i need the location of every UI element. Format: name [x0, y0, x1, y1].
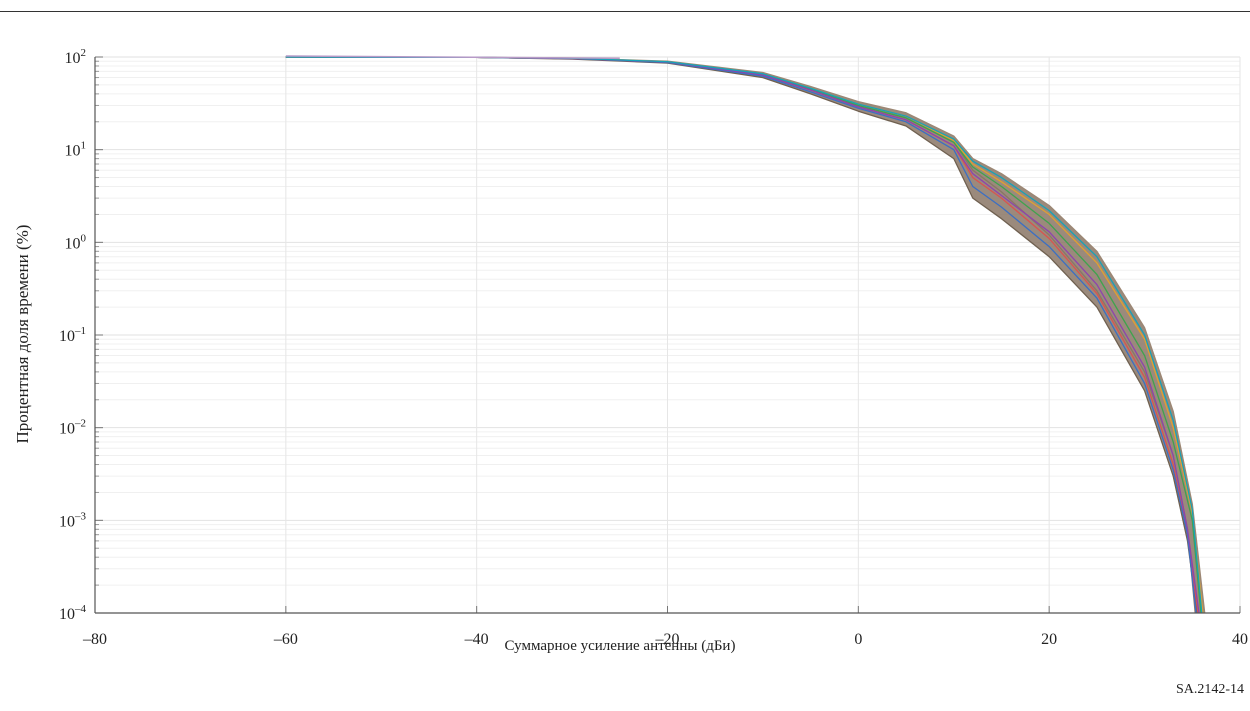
x-tick-label: –20: [655, 631, 680, 648]
y-tick-label: 100: [65, 232, 87, 252]
y-tick-label: 10–1: [59, 325, 86, 345]
grid: [94, 56, 1241, 614]
x-tick-label: 20: [1041, 631, 1057, 648]
y-tick-label: 102: [65, 47, 87, 67]
x-tick-label: –40: [464, 631, 489, 648]
top-rule: [0, 11, 1250, 12]
y-tick-label: 10–3: [59, 510, 87, 530]
document-code: SA.2142-14: [1175, 682, 1244, 697]
y-tick-label: 10–2: [59, 418, 86, 438]
x-axis-label: Суммарное усиление антенны (дБи): [505, 638, 736, 654]
series-top-edge: [285, 55, 620, 59]
x-tick-label: 0: [854, 631, 862, 648]
x-tick-label: –60: [273, 631, 298, 648]
y-axis-label: Процентная доля времени (%): [13, 225, 32, 444]
series-lines: [285, 55, 1206, 614]
y-tick-label: 101: [65, 140, 87, 160]
y-tick-label: 10–4: [59, 603, 87, 623]
series-band: [285, 57, 1205, 613]
x-tick-label: 40: [1232, 631, 1248, 648]
axes: [94, 56, 1241, 614]
x-tick-labels: –80 –60 –40 –20 0 20 40: [82, 631, 1248, 648]
y-tick-labels: 102 101 100 10–1 10–2 10–3 10–4: [59, 47, 87, 623]
series-line-9: [285, 56, 1203, 614]
x-tick-label: –80: [82, 631, 107, 648]
